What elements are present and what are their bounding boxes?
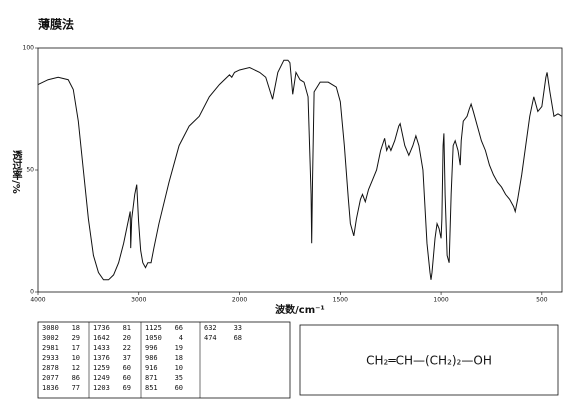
formula-frame	[299, 324, 559, 396]
peak-wavenumber: 3080	[42, 324, 59, 332]
peak-transmittance: 10	[175, 364, 183, 372]
peak-wavenumber: 1249	[93, 374, 110, 382]
x-axis-label: 波数/cm⁻¹	[275, 303, 325, 316]
peak-wavenumber: 871	[145, 374, 158, 382]
peak-transmittance: 4	[179, 334, 183, 342]
peak-transmittance: 35	[175, 374, 183, 382]
x-tick-label: 500	[536, 297, 548, 304]
y-tick-label: 100	[23, 45, 35, 52]
peak-transmittance: 18	[72, 324, 80, 332]
x-tick-label: 1500	[333, 297, 348, 304]
peak-transmittance: 17	[72, 344, 80, 352]
peak-wavenumber: 2077	[42, 374, 59, 382]
peak-wavenumber: 851	[145, 384, 158, 392]
peak-wavenumber: 1125	[145, 324, 162, 332]
x-tick-label: 2000	[232, 297, 247, 304]
peak-wavenumber: 1736	[93, 324, 110, 332]
peak-wavenumber: 986	[145, 354, 158, 362]
x-tick-label: 4000	[30, 297, 45, 304]
peak-wavenumber: 2878	[42, 364, 59, 372]
peak-wavenumber: 916	[145, 364, 158, 372]
peak-transmittance: 77	[72, 384, 80, 392]
peak-wavenumber: 1836	[42, 384, 59, 392]
x-tick-label: 1000	[433, 297, 448, 304]
peak-wavenumber: 1642	[93, 334, 110, 342]
peak-transmittance: 22	[123, 344, 131, 352]
peak-transmittance: 37	[123, 354, 131, 362]
x-tick-label: 3000	[131, 297, 146, 304]
peak-transmittance: 10	[72, 354, 80, 362]
peak-table-frame	[37, 321, 291, 399]
peak-transmittance: 29	[72, 334, 80, 342]
peak-transmittance: 60	[175, 384, 183, 392]
peak-wavenumber: 1050	[145, 334, 162, 342]
peak-transmittance: 66	[175, 324, 183, 332]
peak-transmittance: 33	[234, 324, 242, 332]
peak-wavenumber: 1259	[93, 364, 110, 372]
chart-title: 薄膜法	[38, 17, 74, 32]
plot-frame	[37, 47, 563, 293]
peak-transmittance: 20	[123, 334, 131, 342]
peak-transmittance: 12	[72, 364, 80, 372]
peak-wavenumber: 2981	[42, 344, 59, 352]
peak-wavenumber: 1433	[93, 344, 110, 352]
peak-wavenumber: 2933	[42, 354, 59, 362]
peak-transmittance: 69	[123, 384, 131, 392]
peak-wavenumber: 474	[204, 334, 217, 342]
y-axis-label: 透过率/%	[10, 149, 22, 194]
peak-transmittance: 81	[123, 324, 131, 332]
spectrum-line	[37, 59, 563, 281]
peak-transmittance: 86	[72, 374, 80, 382]
peak-wavenumber: 1203	[93, 384, 110, 392]
y-tick-label: 0	[30, 289, 34, 296]
y-tick-label: 50	[26, 167, 34, 174]
peak-transmittance: 19	[175, 344, 183, 352]
peak-transmittance: 68	[234, 334, 242, 342]
peak-transmittance: 60	[123, 374, 131, 382]
peak-wavenumber: 632	[204, 324, 217, 332]
formula: CH₂═CH—(CH₂)₂—OH	[366, 354, 492, 368]
peak-wavenumber: 1376	[93, 354, 110, 362]
peak-transmittance: 18	[175, 354, 183, 362]
peak-wavenumber: 996	[145, 344, 158, 352]
peak-transmittance: 60	[123, 364, 131, 372]
peak-wavenumber: 3002	[42, 334, 59, 342]
